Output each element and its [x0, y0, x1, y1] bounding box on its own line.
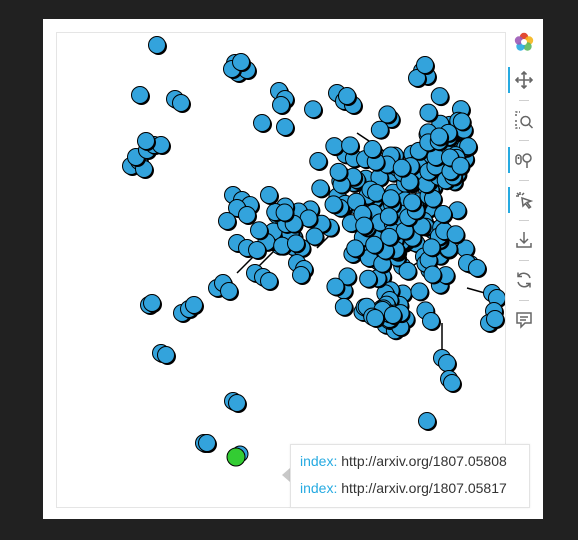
tooltip-row: index: http://arxiv.org/1807.05808	[300, 453, 507, 469]
hover-tooltip: index: http://arxiv.org/1807.05808 index…	[290, 444, 530, 508]
plot-toolbar	[505, 27, 543, 329]
graph-node[interactable]	[250, 221, 269, 240]
graph-node[interactable]	[346, 239, 365, 258]
graph-nodes[interactable]	[122, 36, 506, 467]
graph-node[interactable]	[408, 69, 426, 87]
graph-node[interactable]	[220, 282, 238, 300]
graph-node[interactable]	[403, 193, 422, 212]
graph-node[interactable]	[218, 212, 236, 230]
tooltip-label: index:	[300, 480, 338, 496]
network-graph[interactable]	[57, 33, 505, 507]
graph-node[interactable]	[359, 269, 378, 288]
graph-node[interactable]	[334, 297, 353, 316]
graph-node[interactable]	[365, 235, 384, 254]
bokeh-logo-icon[interactable]	[509, 27, 539, 57]
graph-node[interactable]	[452, 112, 471, 131]
graph-node[interactable]	[378, 105, 397, 124]
graph-node[interactable]	[446, 225, 465, 244]
highlighted-graph-node[interactable]	[226, 447, 246, 467]
graph-node[interactable]	[418, 412, 436, 430]
graph-node[interactable]	[326, 277, 345, 296]
graph-node[interactable]	[292, 266, 310, 284]
save-icon[interactable]	[509, 225, 539, 255]
graph-node[interactable]	[329, 162, 348, 181]
graph-node[interactable]	[131, 86, 149, 104]
graph-node[interactable]	[157, 346, 175, 364]
graph-node[interactable]	[311, 179, 330, 198]
graph-node[interactable]	[438, 354, 456, 372]
box-zoom-icon[interactable]	[509, 105, 539, 135]
graph-node[interactable]	[260, 272, 278, 290]
graph-node[interactable]	[383, 305, 402, 324]
wheel-zoom-icon[interactable]	[508, 145, 539, 175]
graph-node[interactable]	[143, 294, 161, 312]
graph-node[interactable]	[341, 136, 360, 155]
graph-node[interactable]	[416, 56, 434, 74]
graph-node[interactable]	[137, 132, 155, 150]
graph-node[interactable]	[276, 118, 294, 136]
pan-icon[interactable]	[508, 65, 539, 95]
plot-panel: index: http://arxiv.org/1807.05808 index…	[43, 19, 543, 519]
graph-node[interactable]	[228, 394, 246, 412]
graph-node[interactable]	[248, 241, 266, 259]
graph-node[interactable]	[185, 296, 203, 314]
graph-node[interactable]	[410, 282, 429, 301]
graph-node[interactable]	[434, 205, 453, 224]
graph-node[interactable]	[238, 206, 256, 224]
graph-node[interactable]	[304, 100, 323, 119]
graph-node[interactable]	[430, 87, 449, 106]
graph-node[interactable]	[430, 127, 449, 146]
graph-node[interactable]	[486, 310, 504, 328]
graph-node[interactable]	[355, 216, 374, 235]
graph-node[interactable]	[422, 238, 441, 257]
graph-node[interactable]	[398, 261, 417, 280]
graph-node[interactable]	[324, 195, 343, 214]
tooltip-arrow	[282, 468, 290, 482]
graph-node[interactable]	[198, 434, 216, 452]
graph-node[interactable]	[422, 312, 440, 330]
tap-icon[interactable]	[508, 185, 539, 215]
graph-node[interactable]	[379, 207, 398, 226]
graph-node[interactable]	[370, 120, 389, 139]
tooltip-value: http://arxiv.org/1807.05808	[341, 453, 507, 469]
tooltip-label: index:	[300, 453, 338, 469]
graph-node[interactable]	[392, 158, 411, 177]
hover-icon[interactable]	[509, 305, 539, 335]
graph-node[interactable]	[172, 94, 190, 112]
graph-node[interactable]	[338, 87, 356, 105]
graph-node[interactable]	[443, 374, 461, 392]
graph-node[interactable]	[381, 189, 400, 208]
reset-icon[interactable]	[509, 265, 539, 295]
graph-node[interactable]	[253, 114, 271, 132]
graph-node[interactable]	[286, 234, 305, 253]
graph-node[interactable]	[338, 267, 357, 286]
graph-node[interactable]	[366, 309, 385, 328]
graph-node[interactable]	[148, 36, 166, 54]
graph-node[interactable]	[380, 227, 399, 246]
graph-plot-area[interactable]	[56, 32, 506, 508]
graph-node[interactable]	[272, 96, 290, 114]
graph-node[interactable]	[451, 156, 470, 175]
graph-node[interactable]	[423, 265, 442, 284]
graph-node[interactable]	[305, 227, 324, 246]
graph-node[interactable]	[419, 103, 438, 122]
graph-node[interactable]	[468, 259, 486, 277]
graph-node[interactable]	[260, 186, 278, 204]
graph-node[interactable]	[325, 137, 344, 156]
graph-node[interactable]	[309, 151, 328, 170]
graph-node[interactable]	[459, 137, 478, 156]
tooltip-row: index: http://arxiv.org/1807.05817	[300, 480, 507, 496]
graph-node[interactable]	[232, 53, 250, 71]
graph-node[interactable]	[275, 203, 294, 222]
graph-node[interactable]	[363, 140, 382, 159]
tooltip-value: http://arxiv.org/1807.05817	[341, 480, 507, 496]
